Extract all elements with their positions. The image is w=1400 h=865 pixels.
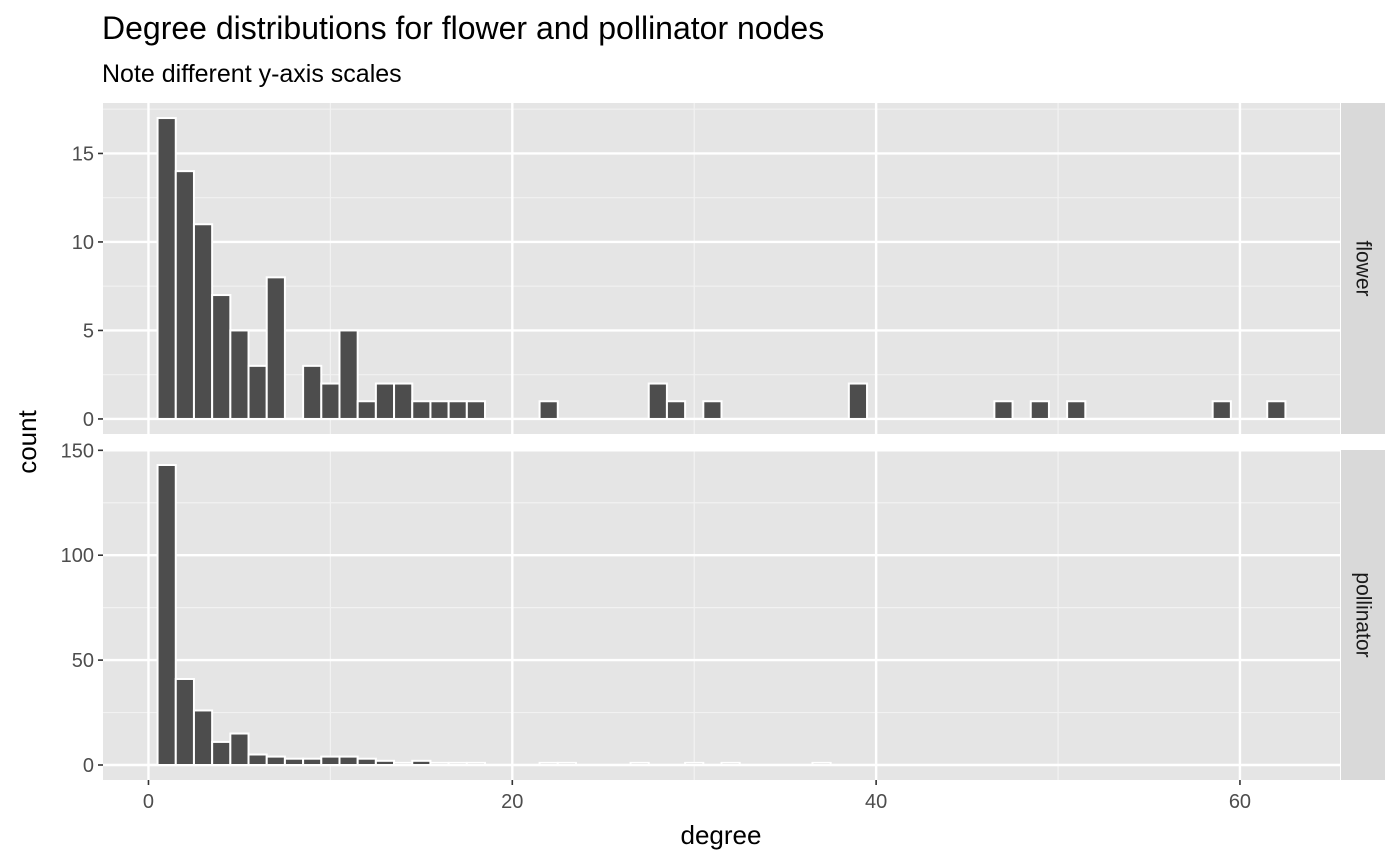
histogram-bar [247, 364, 268, 420]
histogram-bar [447, 400, 468, 420]
chart-subtitle: Note different y-axis scales [102, 60, 402, 88]
x-tick-label: 0 [143, 791, 154, 813]
histogram-bar [429, 761, 450, 767]
histogram-bar [1029, 400, 1050, 420]
facet-panels: 0 5 10 15 flower 0 50 100 150 pollinator [61, 103, 1385, 780]
x-axis-title: degree [681, 820, 762, 850]
facet-strip [1341, 103, 1385, 434]
y-axis-title: count [12, 409, 42, 473]
panel-background [103, 450, 1340, 780]
histogram-bar [229, 329, 250, 420]
y-tick-label: 100 [61, 545, 94, 567]
panel-flower: 0 5 10 15 flower [72, 103, 1385, 434]
histogram-bar [993, 400, 1014, 420]
histogram-bar [265, 276, 286, 420]
y-tick-label: 50 [72, 650, 94, 672]
x-tick-label: 60 [1229, 791, 1251, 813]
histogram-bar [684, 761, 705, 767]
histogram-bar [647, 382, 668, 420]
histogram-bar [192, 223, 214, 420]
y-tick-label: 10 [72, 232, 94, 254]
histogram-bar [356, 757, 377, 767]
histogram-bar [211, 740, 232, 767]
histogram-bar [229, 732, 250, 767]
histogram-bar [320, 755, 341, 767]
histogram-bar [811, 761, 832, 767]
histogram-bar [302, 364, 323, 420]
y-tick-label: 5 [83, 320, 94, 342]
histogram-bar [192, 709, 214, 766]
histogram-bar [393, 761, 414, 767]
histogram-bar [174, 170, 195, 420]
y-tick-label: 15 [72, 143, 94, 165]
histogram-bar [1211, 400, 1232, 420]
histogram-bar [374, 759, 396, 767]
x-tick-label: 20 [501, 791, 523, 813]
histogram-bar [465, 761, 487, 767]
histogram-bar [356, 400, 377, 420]
histogram-bar [156, 464, 177, 766]
histogram-bar [174, 677, 195, 767]
histogram-bar [393, 382, 414, 420]
histogram-bar [847, 382, 869, 420]
y-tick-label: 0 [83, 409, 94, 431]
histogram-bar [629, 761, 650, 767]
histogram-bar [374, 382, 396, 420]
histogram-bar [447, 761, 468, 767]
chart-title: Degree distributions for flower and poll… [102, 10, 824, 46]
histogram-bar [283, 757, 305, 767]
facet-strip-label: pollinator [1352, 572, 1375, 657]
histogram-bar [538, 400, 559, 420]
histogram-bar [429, 400, 450, 420]
histogram-bar [720, 761, 741, 767]
histogram-bar [302, 757, 323, 767]
histogram-bar [265, 755, 286, 767]
y-tick-label: 0 [83, 755, 94, 777]
histogram-bar [211, 294, 232, 420]
histogram-bar [556, 761, 577, 767]
histogram-bar [665, 400, 687, 420]
histogram-bar [1266, 400, 1287, 420]
histogram-bar [1066, 400, 1087, 420]
panel-pollinator: 0 50 100 150 pollinator [61, 440, 1385, 780]
histogram-bar [156, 117, 177, 420]
histogram-bar [465, 400, 487, 420]
facet-strip-label: flower [1352, 240, 1375, 296]
histogram-bar [338, 755, 359, 767]
histogram-bar [338, 329, 359, 420]
histogram-bar [702, 400, 723, 420]
histogram-bar [320, 382, 341, 420]
y-tick-label: 150 [61, 440, 94, 462]
x-axis: 0 20 40 60 [143, 780, 1251, 813]
histogram-bar [538, 761, 559, 767]
facet-strip [1341, 450, 1385, 780]
histogram-bar [411, 400, 432, 420]
x-tick-label: 40 [865, 791, 887, 813]
histogram-bar [247, 753, 268, 767]
histogram-bar [411, 759, 432, 767]
